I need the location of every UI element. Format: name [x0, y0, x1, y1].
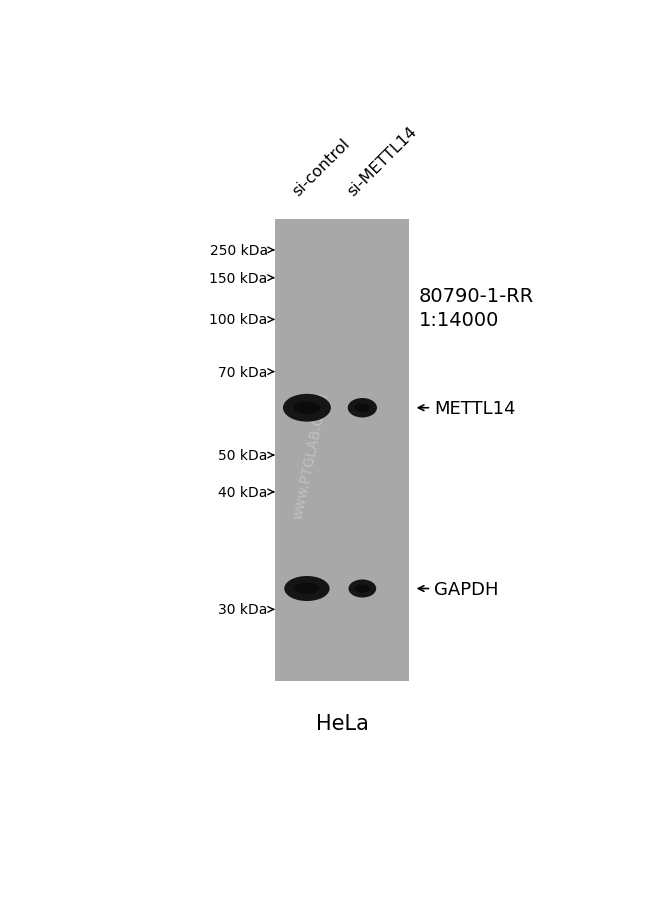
Ellipse shape [354, 404, 370, 412]
Ellipse shape [284, 576, 330, 602]
Text: 80790-1-RR: 80790-1-RR [419, 286, 534, 305]
Text: si-control: si-control [290, 135, 353, 198]
Text: 1:14000: 1:14000 [419, 310, 499, 329]
Ellipse shape [348, 399, 377, 418]
Ellipse shape [348, 580, 376, 598]
Text: 150 kDa: 150 kDa [209, 272, 268, 285]
Text: 70 kDa: 70 kDa [218, 365, 268, 379]
Ellipse shape [294, 584, 319, 594]
Bar [275, 219, 409, 681]
Text: 40 kDa: 40 kDa [218, 485, 268, 500]
Text: 250 kDa: 250 kDa [209, 244, 268, 258]
Text: 50 kDa: 50 kDa [218, 448, 268, 463]
Text: GAPDH: GAPDH [434, 580, 499, 598]
Text: HeLa: HeLa [316, 713, 369, 733]
Ellipse shape [355, 584, 370, 593]
Ellipse shape [294, 402, 320, 415]
Text: 30 kDa: 30 kDa [218, 603, 268, 617]
Text: www.PTGLAB.COM: www.PTGLAB.COM [290, 391, 331, 520]
Text: si-METTL14: si-METTL14 [345, 124, 421, 198]
Text: METTL14: METTL14 [434, 400, 515, 418]
Ellipse shape [283, 394, 331, 422]
Text: 100 kDa: 100 kDa [209, 313, 268, 327]
